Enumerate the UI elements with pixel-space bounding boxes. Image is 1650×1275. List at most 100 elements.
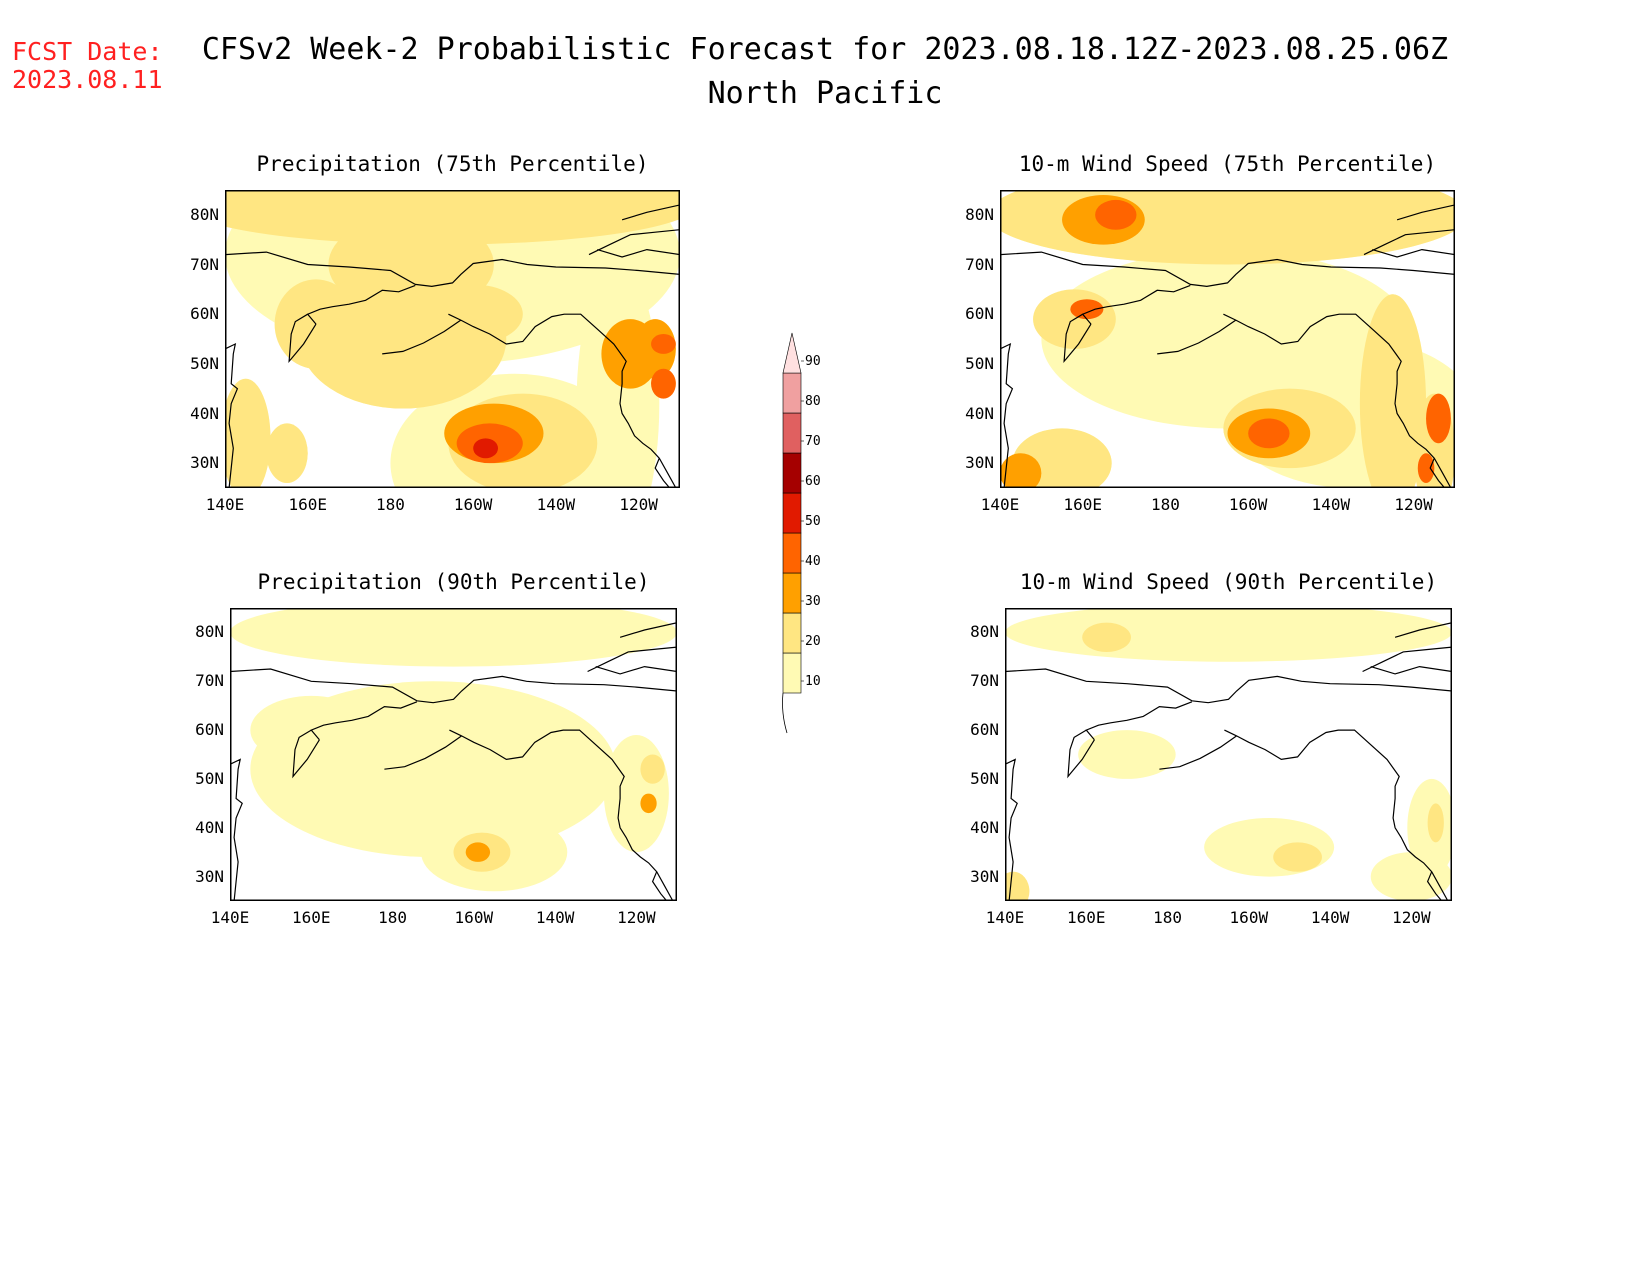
colorbar-label: 90 xyxy=(805,354,821,369)
probability-contour xyxy=(1359,294,1427,488)
lon-tick-label: 140W xyxy=(536,495,576,514)
lon-tick-label: 120W xyxy=(1392,908,1431,927)
lat-tick-label: 40N xyxy=(965,403,994,423)
lat-tick-label: 70N xyxy=(195,671,224,691)
lon-tick-label: 160W xyxy=(1229,908,1269,927)
coastline xyxy=(449,729,674,901)
lat-tick-label: 30N xyxy=(195,866,224,886)
probability-contour xyxy=(1427,803,1444,843)
coastline xyxy=(230,758,243,901)
colorbar-segment xyxy=(782,412,802,454)
colorbar-segment xyxy=(782,532,802,574)
lat-tick-label: 80N xyxy=(970,622,999,642)
lat-tick-label: 60N xyxy=(195,720,224,740)
map-frame xyxy=(230,608,677,901)
panel-title: 10-m Wind Speed (90th Percentile) xyxy=(1019,570,1438,594)
lon-tick-label: 160W xyxy=(1228,495,1268,514)
coastline xyxy=(1005,668,1452,704)
lon-tick-label: 160W xyxy=(453,495,493,514)
lat-tick-label: 60N xyxy=(965,304,994,324)
forecast-map xyxy=(230,608,677,901)
probability-contour xyxy=(651,334,676,354)
colorbar-label: 50 xyxy=(805,514,821,529)
probability-contour xyxy=(266,423,308,484)
colorbar-segment xyxy=(782,492,802,534)
colorbar-label: 10 xyxy=(805,674,821,689)
lat-tick-label: 30N xyxy=(190,453,219,473)
lon-tick-label: 140E xyxy=(980,495,1020,514)
coastline xyxy=(619,622,677,638)
coastline xyxy=(1000,251,1455,288)
probability-contour xyxy=(640,754,665,784)
probability-contour xyxy=(1417,453,1435,484)
probability-contour xyxy=(1095,199,1137,230)
coastline xyxy=(1157,319,1237,355)
probability-contour xyxy=(1273,842,1322,872)
lon-tick-label: 140E xyxy=(210,908,250,927)
coastline xyxy=(595,665,677,675)
probability-contour xyxy=(1000,453,1042,488)
coastline xyxy=(1370,665,1452,675)
colorbar-label: 40 xyxy=(805,554,821,569)
lon-tick-label: 160E xyxy=(288,495,327,514)
forecast-map xyxy=(1005,608,1452,901)
colorbar-segment xyxy=(782,652,802,694)
lon-tick-label: 160E xyxy=(1067,908,1106,927)
colorbar-segment xyxy=(782,372,802,414)
colorbar-label: 60 xyxy=(805,474,821,489)
lon-tick-label: 140E xyxy=(985,908,1025,927)
colorbar-arrow-top xyxy=(782,332,802,374)
coastline xyxy=(1063,313,1092,364)
lon-tick-label: 180 xyxy=(378,908,407,927)
probability-contour xyxy=(1426,393,1451,444)
lon-tick-label: 180 xyxy=(1153,908,1182,927)
coastline xyxy=(1372,248,1455,258)
probability-contour xyxy=(1370,852,1452,901)
coastline xyxy=(597,248,680,258)
fcst-date-label: FCST Date: xyxy=(12,37,163,66)
probability-contour xyxy=(225,378,271,488)
lat-tick-label: 40N xyxy=(970,817,999,837)
lon-tick-label: 160E xyxy=(1063,495,1102,514)
probability-contour xyxy=(1078,730,1176,779)
coastline xyxy=(587,646,677,673)
lat-tick-label: 50N xyxy=(965,353,994,373)
coastline xyxy=(230,668,677,704)
lat-tick-label: 30N xyxy=(965,453,994,473)
coastline xyxy=(306,284,416,325)
probability-contour xyxy=(225,190,680,245)
colorbar-label: 80 xyxy=(805,394,821,409)
map-frame xyxy=(225,190,680,488)
probability-contour xyxy=(603,734,669,853)
lon-tick-label: 160W xyxy=(454,908,494,927)
coastline xyxy=(1159,735,1237,770)
map-frame xyxy=(1005,608,1452,901)
panel-title: Precipitation (75th Percentile) xyxy=(256,152,649,176)
colorbar-segment xyxy=(782,452,802,494)
coastline xyxy=(1394,622,1452,638)
page-title: CFSv2 Week-2 Probabilistic Forecast for … xyxy=(201,32,1449,67)
probability-contour xyxy=(640,793,657,814)
coastline xyxy=(1085,701,1193,741)
panel-title: 10-m Wind Speed (75th Percentile) xyxy=(1018,152,1437,176)
panel-title: Precipitation (90th Percentile) xyxy=(257,570,650,594)
coastline xyxy=(1362,646,1452,673)
forecast-map xyxy=(225,190,680,488)
coastline xyxy=(1429,457,1446,488)
colorbar-label: 70 xyxy=(805,434,821,449)
coastline xyxy=(1000,342,1014,488)
colorbar-segment xyxy=(782,572,802,614)
lat-tick-label: 40N xyxy=(190,403,219,423)
lat-tick-label: 60N xyxy=(970,720,999,740)
fcst-date-value: 2023.08.11 xyxy=(12,65,163,94)
colorbar-label: 20 xyxy=(805,634,821,649)
coastline xyxy=(310,701,418,741)
lat-tick-label: 50N xyxy=(190,353,219,373)
colorbar: 10 20 30 40 50 60 70 80 90 xyxy=(782,332,821,734)
coastline xyxy=(1426,871,1443,901)
probability-contour xyxy=(651,368,676,399)
probability-contour xyxy=(473,438,498,459)
lat-tick-label: 30N xyxy=(970,866,999,886)
coastline xyxy=(588,229,680,256)
coastline xyxy=(1081,284,1191,325)
